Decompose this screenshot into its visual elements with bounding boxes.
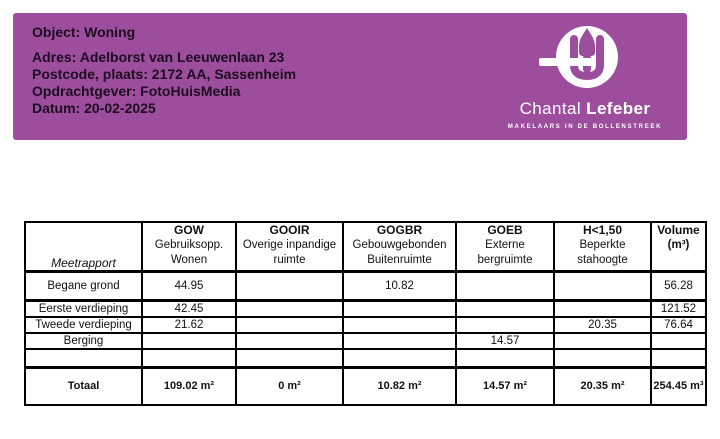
total-cell: 0 m² [235, 365, 344, 406]
table-cell: 21.62 [141, 316, 237, 334]
row-label [24, 348, 143, 368]
total-cell: 254.45 m³ [650, 365, 707, 406]
table-cell: 56.28 [650, 270, 707, 302]
datum-line: Datum: 20-02-2025 [32, 100, 156, 116]
corner-label: Meetrapport [24, 221, 143, 273]
col-sub: Gebouwgebonden [352, 239, 447, 251]
col-sub: Beperkte [579, 239, 626, 251]
col-header-volume: Volume (m³) [650, 221, 707, 273]
table-cell [455, 348, 555, 368]
table-cell: 10.82 [342, 270, 457, 302]
brand-name: Chantal Lefeber [500, 99, 670, 119]
col-sub: stahoogte [577, 254, 628, 266]
col-sub: (m³) [667, 239, 690, 251]
table-row-totaal: Totaal 109.02 m² 0 m² 10.82 m² 14.57 m² … [24, 365, 707, 406]
col-sub: bergruimte [477, 254, 533, 266]
table-cell [235, 348, 344, 368]
meetrapport-table: Meetrapport GOW Gebruiksopp. Wonen GOOIR… [24, 221, 707, 406]
col-header-gow: GOW Gebruiksopp. Wonen [141, 221, 237, 273]
col-sub: Overige inpandige [242, 239, 337, 251]
brand-logo: Chantal Lefeber MAKELAARS IN DE BOLLENST… [500, 23, 670, 130]
table-row-berging: Berging 14.57 [24, 332, 707, 350]
col-header-gooir: GOOIR Overige inpandige ruimte [235, 221, 344, 273]
col-abbr: GOEB [487, 223, 523, 237]
tulip-in-circle-icon [539, 26, 618, 88]
object-line: Object: Woning [32, 24, 136, 40]
brand-last-name: Lefeber [586, 99, 651, 118]
table-cell: 20.35 [553, 316, 652, 334]
table-cell [455, 270, 555, 302]
table-cell [455, 299, 555, 318]
table-row-begane-grond: Begane grond 44.95 10.82 56.28 [24, 270, 707, 302]
table-cell [342, 316, 457, 334]
opdrachtgever-line: Opdrachtgever: FotoHuisMedia [32, 83, 241, 99]
table-cell: 76.64 [650, 316, 707, 334]
col-header-gogbr: GOGBR Gebouwgebonden Buitenruimte [342, 221, 457, 273]
col-abbr: GOOIR [269, 223, 310, 237]
row-label: Berging [24, 332, 143, 350]
col-sub: Buitenruimte [367, 254, 432, 266]
table-cell [141, 348, 237, 368]
total-cell: 14.57 m² [455, 365, 555, 406]
table-cell: 42.45 [141, 299, 237, 318]
table-cell [235, 316, 344, 334]
table-row-eerste-verdieping: Eerste verdieping 42.45 121.52 [24, 299, 707, 318]
table-cell [235, 299, 344, 318]
table-cell [553, 299, 652, 318]
property-info: Object: Woning Adres: Adelborst van Leeu… [32, 24, 296, 117]
table-cell [141, 332, 237, 350]
col-sub: Externe [485, 239, 525, 251]
col-abbr: Volume [657, 223, 700, 237]
report-header: Object: Woning Adres: Adelborst van Leeu… [13, 13, 687, 140]
table-cell: 14.57 [455, 332, 555, 350]
adres-line: Adres: Adelborst van Leeuwenlaan 23 [32, 49, 285, 65]
table-cell [553, 270, 652, 302]
brand-tagline: MAKELAARS IN DE BOLLENSTREEK [507, 124, 663, 130]
table-cell [553, 348, 652, 368]
col-sub: ruimte [273, 254, 306, 266]
row-label: Begane grond [24, 270, 143, 302]
table-cell [342, 348, 457, 368]
table-cell [235, 332, 344, 350]
table-cell [235, 270, 344, 302]
row-label: Eerste verdieping [24, 299, 143, 318]
table-cell [650, 348, 707, 368]
table-row-empty [24, 348, 707, 368]
table-cell: 121.52 [650, 299, 707, 318]
brand-first-name: Chantal [519, 99, 582, 118]
col-abbr: GOW [174, 223, 204, 237]
row-label: Tweede verdieping [24, 316, 143, 334]
table-cell: 44.95 [141, 270, 237, 302]
total-cell: 20.35 m² [553, 365, 652, 406]
col-header-h150: H<1,50 Beperkte stahoogte [553, 221, 652, 273]
table-cell [342, 332, 457, 350]
table-cell [342, 299, 457, 318]
total-cell: 10.82 m² [342, 365, 457, 406]
spacer [32, 41, 296, 49]
postcode-line: Postcode, plaats: 2172 AA, Sassenheim [32, 66, 297, 82]
table-cell [553, 332, 652, 350]
total-cell: 109.02 m² [141, 365, 237, 406]
table-row-tweede-verdieping: Tweede verdieping 21.62 20.35 76.64 [24, 316, 707, 334]
table-cell [650, 332, 707, 350]
total-label: Totaal [24, 365, 143, 406]
table-header-row: Meetrapport GOW Gebruiksopp. Wonen GOOIR… [24, 221, 707, 273]
col-sub: Wonen [170, 254, 208, 266]
col-header-goeb: GOEB Externe bergruimte [455, 221, 555, 273]
table-cell [455, 316, 555, 334]
col-abbr: GOGBR [376, 223, 423, 237]
col-abbr: H<1,50 [582, 223, 623, 237]
col-sub: Gebruiksopp. [154, 239, 224, 251]
